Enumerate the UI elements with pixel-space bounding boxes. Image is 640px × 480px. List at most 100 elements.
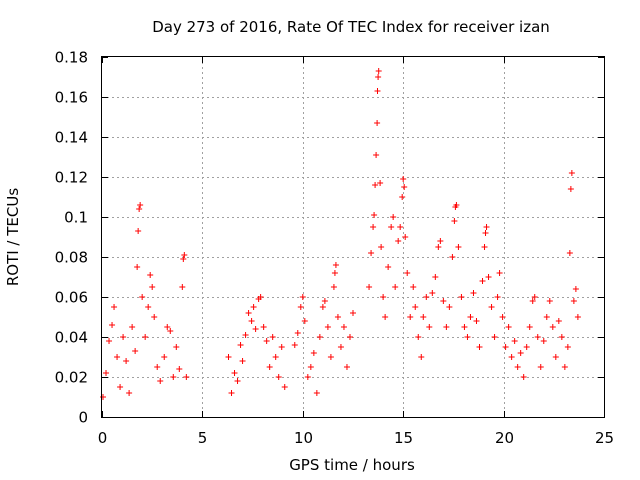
roti-point bbox=[404, 270, 411, 276]
roti-point bbox=[106, 338, 113, 344]
roti-point bbox=[145, 304, 152, 310]
roti-point bbox=[324, 324, 331, 330]
roti-point bbox=[397, 224, 404, 230]
roti-point bbox=[157, 378, 164, 384]
y-tick-label: 0.02 bbox=[55, 369, 88, 387]
roti-point bbox=[126, 390, 133, 396]
roti-point bbox=[123, 358, 130, 364]
roti-point bbox=[181, 252, 188, 258]
roti-point bbox=[481, 244, 488, 250]
roti-point bbox=[491, 334, 498, 340]
roti-point bbox=[373, 152, 380, 158]
roti-point bbox=[555, 318, 562, 324]
roti-point bbox=[297, 304, 304, 310]
roti-point bbox=[242, 332, 249, 338]
roti-point bbox=[549, 324, 556, 330]
roti-point bbox=[350, 310, 356, 316]
roti-point bbox=[377, 180, 384, 186]
y-tick-label: 0.1 bbox=[64, 209, 88, 227]
roti-point bbox=[331, 270, 338, 276]
roti-point bbox=[120, 334, 127, 340]
roti-point bbox=[467, 314, 474, 320]
roti-point bbox=[142, 334, 149, 340]
roti-point bbox=[561, 364, 568, 370]
roti-point bbox=[505, 324, 512, 330]
roti-point bbox=[488, 304, 495, 310]
roti-point bbox=[269, 334, 276, 340]
roti-point bbox=[494, 294, 501, 300]
axis-ticks bbox=[102, 57, 605, 418]
roti-point bbox=[511, 338, 518, 344]
roti-point bbox=[407, 314, 414, 320]
roti-point bbox=[260, 324, 267, 330]
roti-point bbox=[375, 68, 382, 74]
y-tick-label: 0.12 bbox=[55, 169, 88, 187]
roti-point bbox=[266, 364, 273, 370]
roti-point bbox=[418, 354, 425, 360]
y-tick-label: 0 bbox=[78, 409, 88, 427]
roti-point bbox=[340, 324, 347, 330]
y-tick-label: 0.16 bbox=[55, 89, 88, 107]
roti-point bbox=[570, 298, 577, 304]
roti-point bbox=[520, 374, 527, 380]
roti-point bbox=[496, 270, 503, 276]
roti-point bbox=[132, 348, 139, 354]
roti-point bbox=[103, 370, 110, 376]
y-axis-title: ROTI / TECUs bbox=[4, 188, 22, 286]
roti-point bbox=[517, 350, 524, 356]
roti-point bbox=[164, 324, 171, 330]
roti-point bbox=[100, 394, 107, 400]
roti-point bbox=[374, 120, 381, 126]
roti-point bbox=[374, 88, 381, 94]
roti-point bbox=[470, 290, 477, 296]
roti-point bbox=[294, 330, 301, 336]
roti-point bbox=[167, 328, 174, 334]
x-tick-label: 25 bbox=[595, 429, 614, 447]
roti-point bbox=[263, 338, 270, 344]
roti-point bbox=[304, 374, 311, 380]
roti-point bbox=[154, 364, 161, 370]
roti-point bbox=[170, 374, 177, 380]
roti-point bbox=[307, 364, 314, 370]
roti-point bbox=[423, 294, 430, 300]
roti-point bbox=[225, 354, 232, 360]
roti-point bbox=[372, 182, 379, 188]
roti-point bbox=[410, 284, 417, 290]
roti-point bbox=[437, 238, 444, 244]
roti-point bbox=[426, 324, 433, 330]
roti-point bbox=[385, 264, 392, 270]
roti-point bbox=[380, 294, 387, 300]
roti-point bbox=[278, 344, 285, 350]
roti-point bbox=[366, 284, 373, 290]
roti-point bbox=[137, 202, 144, 208]
roti-point bbox=[574, 314, 581, 320]
roti-point bbox=[272, 354, 279, 360]
roti-point bbox=[546, 298, 553, 304]
roti-point bbox=[310, 350, 317, 356]
roti-point bbox=[531, 294, 538, 300]
roti-point bbox=[440, 298, 447, 304]
roti-point bbox=[390, 214, 397, 220]
roti-point bbox=[291, 342, 298, 348]
roti-point bbox=[388, 224, 395, 230]
roti-point bbox=[248, 318, 255, 324]
roti-point bbox=[415, 334, 422, 340]
x-tick-label: 15 bbox=[394, 429, 413, 447]
roti-point bbox=[412, 304, 419, 310]
roti-point bbox=[275, 374, 282, 380]
roti-point bbox=[400, 176, 407, 182]
roti-point bbox=[301, 318, 308, 324]
roti-point bbox=[234, 378, 241, 384]
x-tick-label: 20 bbox=[495, 429, 514, 447]
roti-point bbox=[540, 338, 547, 344]
y-tick-label: 0.08 bbox=[55, 249, 88, 267]
x-axis-tick-labels: 0 5 10 15 20 25 bbox=[98, 429, 614, 447]
roti-point bbox=[420, 314, 427, 320]
roti-point bbox=[334, 314, 341, 320]
y-tick-label: 0.18 bbox=[55, 49, 88, 67]
roti-point bbox=[117, 384, 124, 390]
roti-point bbox=[176, 366, 183, 372]
roti-point bbox=[129, 324, 136, 330]
roti-point bbox=[281, 384, 288, 390]
roti-point bbox=[564, 344, 571, 350]
